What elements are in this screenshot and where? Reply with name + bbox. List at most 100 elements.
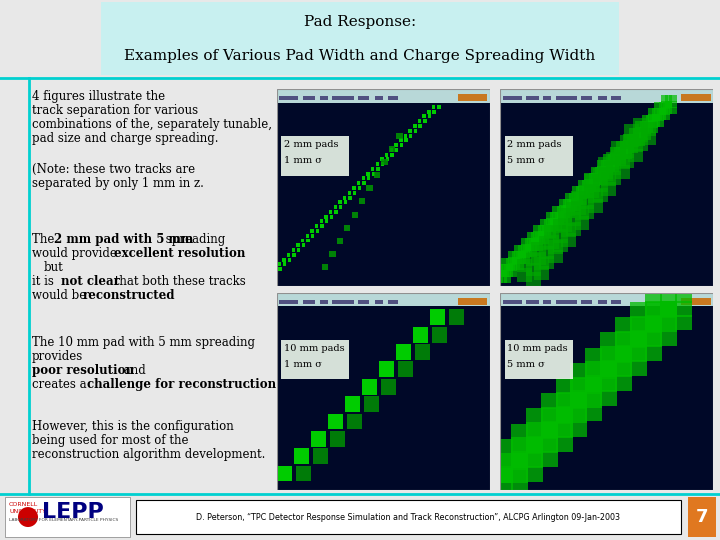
Bar [621, 153, 628, 159]
Text: 2 mm pad with 5 mm: 2 mm pad with 5 mm [54, 233, 193, 246]
Bar [325, 219, 328, 224]
Bar [512, 263, 520, 270]
Bar [377, 167, 379, 171]
Bar [625, 141, 632, 147]
Bar [389, 146, 395, 152]
Bar [585, 390, 603, 406]
Bar [627, 146, 634, 153]
Bar [544, 225, 552, 232]
Bar [597, 160, 605, 167]
Bar [543, 300, 552, 303]
Bar [642, 120, 649, 127]
Text: 10 mm pads: 10 mm pads [507, 344, 567, 353]
Bar [585, 174, 599, 188]
Text: that both these tracks: that both these tracks [111, 275, 246, 288]
Bar [503, 300, 521, 303]
Bar [610, 159, 617, 166]
Bar [624, 133, 639, 147]
Bar [526, 423, 543, 440]
Bar [610, 153, 617, 160]
Bar [630, 346, 647, 362]
Bar [580, 185, 594, 199]
Bar [496, 468, 513, 483]
Bar [347, 414, 362, 429]
Bar [526, 436, 543, 452]
Bar [311, 234, 315, 238]
Bar [540, 225, 547, 232]
Bar [585, 406, 603, 421]
Bar [619, 154, 634, 168]
Bar [663, 102, 670, 109]
Bar [597, 166, 605, 173]
Bar [654, 107, 662, 114]
Bar [534, 256, 549, 271]
Bar [660, 315, 677, 330]
Bar [534, 267, 549, 280]
Bar [563, 205, 570, 212]
Bar [529, 244, 536, 251]
Bar [599, 179, 606, 185]
Bar [654, 102, 662, 109]
Bar [597, 172, 605, 179]
Bar [329, 251, 336, 257]
Bar [645, 330, 662, 346]
Text: .: . [163, 289, 167, 302]
Bar [526, 422, 543, 438]
Bar [399, 138, 402, 142]
Bar [563, 211, 570, 218]
Bar [670, 107, 677, 114]
Bar [548, 249, 562, 264]
Bar [645, 316, 662, 332]
Bar [510, 269, 518, 276]
Text: The 10 mm pad with 5 mm spreading: The 10 mm pad with 5 mm spreading [32, 336, 255, 349]
Bar [554, 218, 562, 225]
Bar [511, 482, 528, 497]
Bar [544, 225, 559, 239]
Bar [418, 124, 422, 128]
Bar [526, 262, 541, 276]
Bar [557, 218, 564, 225]
Bar [612, 166, 619, 172]
Bar [553, 219, 567, 233]
Bar [297, 465, 311, 481]
Bar [601, 172, 608, 179]
Bar [611, 151, 626, 164]
Bar [358, 186, 361, 190]
Bar [660, 287, 677, 303]
Bar [556, 408, 572, 424]
Bar [630, 345, 647, 361]
Bar [616, 141, 624, 147]
Bar [603, 160, 611, 166]
Bar [652, 108, 660, 115]
Bar [556, 378, 572, 394]
Bar [630, 330, 647, 346]
Bar [409, 133, 413, 138]
Bar [315, 229, 319, 233]
Bar [279, 97, 299, 100]
Bar [526, 451, 543, 467]
Bar [665, 101, 672, 108]
Bar [495, 276, 503, 283]
Bar [578, 180, 585, 187]
Bar [511, 438, 528, 455]
Bar [427, 110, 431, 113]
Bar [615, 331, 632, 347]
Bar [614, 147, 621, 154]
Bar [600, 348, 617, 363]
Bar [570, 199, 577, 206]
Bar [611, 140, 626, 154]
Bar [518, 256, 526, 264]
Bar [505, 269, 513, 276]
Bar [548, 231, 556, 238]
Bar [526, 467, 543, 482]
Bar [688, 497, 716, 537]
Bar [595, 167, 603, 174]
Bar [645, 287, 662, 303]
Bar [645, 301, 662, 316]
Bar [608, 160, 615, 166]
Bar [586, 180, 594, 187]
Bar [437, 105, 441, 109]
Bar [525, 250, 532, 257]
Bar [615, 346, 632, 362]
Bar [548, 240, 562, 254]
